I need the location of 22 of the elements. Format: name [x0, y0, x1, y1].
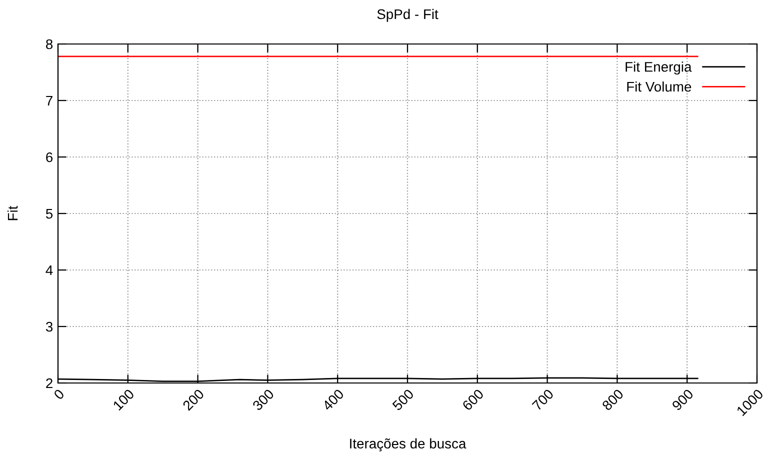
y-tick-label: 6: [46, 152, 53, 162]
x-tick-label: 800: [602, 388, 624, 412]
y-tick-label: 4: [46, 265, 53, 276]
x-tick-label: 500: [392, 388, 414, 412]
chart-title: SpPd - Fit: [377, 8, 438, 22]
x-tick-label: 0: [53, 388, 65, 400]
x-tick-label: 400: [322, 388, 344, 412]
legend-label: Fit Energia: [626, 62, 692, 75]
x-tick-label: 900: [671, 388, 694, 411]
y-tick-label: 2: [46, 378, 52, 388]
y-tick-label: 8: [46, 39, 53, 50]
y-axis-title: Fit: [7, 206, 18, 220]
y-tick-label: 3: [46, 322, 53, 332]
x-tick-label: 700: [532, 388, 554, 411]
x-tick-label: 100: [112, 388, 135, 411]
x-axis-title: Iterações de busca: [350, 438, 466, 452]
x-tick-label: 600: [462, 388, 484, 411]
x-tick-label: 300: [252, 388, 275, 412]
legend-label: Fit Volume: [627, 81, 692, 92]
y-tick-label: 7: [46, 96, 52, 106]
y-tick-label: 5: [46, 208, 53, 219]
x-tick-label: 200: [182, 388, 205, 411]
